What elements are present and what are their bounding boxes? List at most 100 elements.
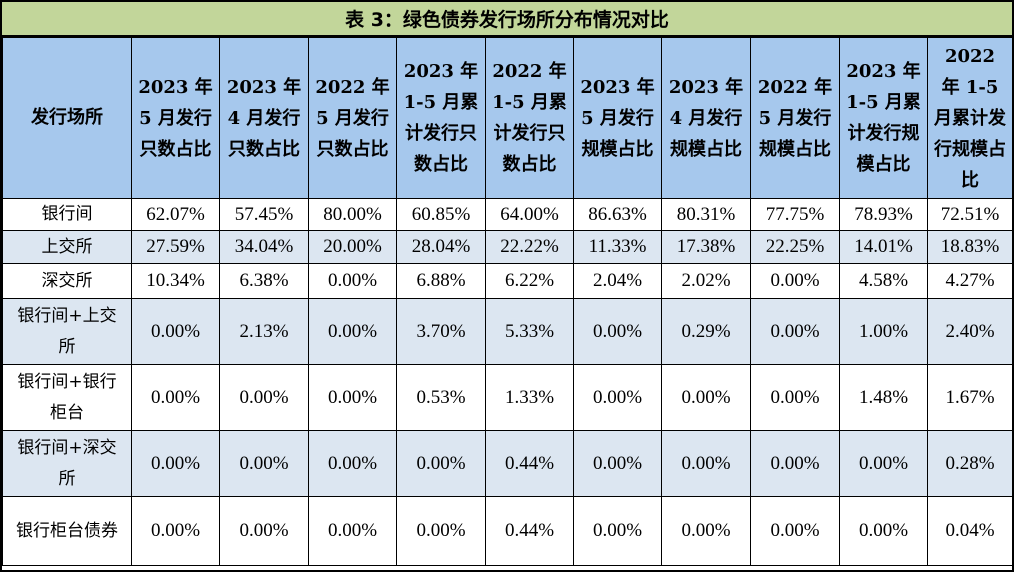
venue-cell: 银行间 [2, 198, 132, 231]
value-cell: 80.31% [661, 198, 751, 231]
value-cell: 80.00% [308, 198, 397, 231]
value-cell: 3.70% [396, 298, 486, 365]
venue-cell: 银行间+银行柜台 [2, 364, 132, 431]
value-cell: 0.44% [485, 496, 574, 566]
value-cell: 0.00% [839, 496, 928, 566]
venue-cell: 银行柜台债券 [2, 496, 132, 566]
value-cell: 0.00% [308, 263, 397, 299]
value-cell: 0.00% [131, 430, 220, 497]
value-cell: 2.40% [927, 298, 1013, 365]
table-row: 银行间+上交所 0.00% 2.13% 0.00% 3.70% 5.33% 0.00% 0.2… [2, 298, 1013, 365]
column-header-venue: 发行场所 [2, 37, 132, 199]
value-cell: 0.00% [131, 364, 220, 431]
value-cell: 0.00% [661, 430, 751, 497]
value-cell: 0.00% [750, 298, 840, 365]
value-cell: 62.07% [131, 198, 220, 231]
value-cell: 0.00% [308, 430, 397, 497]
value-cell: 0.00% [308, 496, 397, 566]
value-cell: 0.00% [573, 364, 662, 431]
value-cell: 28.04% [396, 230, 486, 264]
column-header-2023-apr-scale: 2023 年 4 月发行规模占比 [661, 37, 751, 199]
value-cell: 0.00% [750, 496, 840, 566]
value-cell: 77.75% [750, 198, 840, 231]
value-cell: 1.33% [485, 364, 574, 431]
table-row: 银行柜台债券 0.00% 0.00% 0.00% 0.00% 0.44% 0.00% 0.00… [2, 496, 1013, 566]
venue-cell: 上交所 [2, 230, 132, 264]
column-header-2023-ytd-count: 2023 年 1-5 月累计发行只数占比 [396, 37, 486, 199]
value-cell: 72.51% [927, 198, 1013, 231]
venue-distribution-table: 发行场所 2023 年 5 月发行只数占比 2023 年 4 月发行只数占比 2… [2, 37, 1013, 566]
venue-cell: 银行间+深交所 [2, 430, 132, 497]
value-cell: 0.28% [927, 430, 1013, 497]
value-cell: 34.04% [219, 230, 309, 264]
value-cell: 0.00% [573, 298, 662, 365]
column-header-2023-ytd-scale: 2023 年 1-5 月累计发行规模占比 [839, 37, 928, 199]
value-cell: 0.00% [308, 364, 397, 431]
value-cell: 0.00% [396, 430, 486, 497]
venue-cell: 银行间+上交所 [2, 298, 132, 365]
value-cell: 0.00% [219, 496, 309, 566]
column-header-2022-may-count: 2022 年 5 月发行只数占比 [308, 37, 397, 199]
column-header-2023-apr-count: 2023 年 4 月发行只数占比 [219, 37, 309, 199]
value-cell: 6.88% [396, 263, 486, 299]
value-cell: 0.00% [750, 364, 840, 431]
table-row: 银行间+银行柜台 0.00% 0.00% 0.00% 0.53% 1.33% 0.00% 0.… [2, 364, 1013, 431]
header-row: 发行场所 2023 年 5 月发行只数占比 2023 年 4 月发行只数占比 2… [2, 37, 1013, 199]
value-cell: 14.01% [839, 230, 928, 264]
column-header-2022-may-scale: 2022 年 5 月发行规模占比 [750, 37, 840, 199]
table-row: 深交所 10.34% 6.38% 0.00% 6.88% 6.22% 2.04% 2.02% 0… [2, 263, 1013, 299]
value-cell: 0.00% [573, 430, 662, 497]
value-cell: 1.00% [839, 298, 928, 365]
value-cell: 2.13% [219, 298, 309, 365]
value-cell: 0.00% [131, 496, 220, 566]
value-cell: 22.25% [750, 230, 840, 264]
table-row: 上交所 27.59% 34.04% 20.00% 28.04% 22.22% 11.33% 1… [2, 230, 1013, 264]
value-cell: 0.04% [927, 496, 1013, 566]
value-cell: 0.00% [308, 298, 397, 365]
value-cell: 5.33% [485, 298, 574, 365]
column-header-2023-may-count: 2023 年 5 月发行只数占比 [131, 37, 220, 199]
value-cell: 10.34% [131, 263, 220, 299]
value-cell: 64.00% [485, 198, 574, 231]
value-cell: 4.58% [839, 263, 928, 299]
value-cell: 2.02% [661, 263, 751, 299]
value-cell: 0.53% [396, 364, 486, 431]
value-cell: 11.33% [573, 230, 662, 264]
value-cell: 0.00% [131, 298, 220, 365]
value-cell: 0.00% [661, 364, 751, 431]
value-cell: 0.00% [750, 263, 840, 299]
value-cell: 0.00% [839, 430, 928, 497]
value-cell: 57.45% [219, 198, 309, 231]
value-cell: 4.27% [927, 263, 1013, 299]
value-cell: 17.38% [661, 230, 751, 264]
table-body: 银行间 62.07% 57.45% 80.00% 60.85% 64.00% 86.63% 8… [2, 198, 1013, 566]
value-cell: 27.59% [131, 230, 220, 264]
value-cell: 0.00% [661, 496, 751, 566]
venue-cell: 深交所 [2, 263, 132, 299]
table-row: 银行间+深交所 0.00% 0.00% 0.00% 0.00% 0.44% 0.00% 0.0… [2, 430, 1013, 497]
value-cell: 6.22% [485, 263, 574, 299]
value-cell: 78.93% [839, 198, 928, 231]
table-title: 表 3：绿色债券发行场所分布情况对比 [2, 2, 1012, 37]
value-cell: 0.00% [573, 496, 662, 566]
value-cell: 2.04% [573, 263, 662, 299]
column-header-2022-ytd-scale: 2022 年 1-5 月累计发行规模占比 [927, 37, 1013, 199]
value-cell: 1.48% [839, 364, 928, 431]
value-cell: 1.67% [927, 364, 1013, 431]
value-cell: 60.85% [396, 198, 486, 231]
value-cell: 6.38% [219, 263, 309, 299]
value-cell: 86.63% [573, 198, 662, 231]
value-cell: 0.00% [219, 364, 309, 431]
value-cell: 18.83% [927, 230, 1013, 264]
value-cell: 0.00% [396, 496, 486, 566]
value-cell: 20.00% [308, 230, 397, 264]
table-row: 银行间 62.07% 57.45% 80.00% 60.85% 64.00% 86.63% 8… [2, 198, 1013, 231]
value-cell: 0.44% [485, 430, 574, 497]
value-cell: 22.22% [485, 230, 574, 264]
value-cell: 0.00% [219, 430, 309, 497]
column-header-2023-may-scale: 2023 年 5 月发行规模占比 [573, 37, 662, 199]
value-cell: 0.29% [661, 298, 751, 365]
column-header-2022-ytd-count: 2022 年 1-5 月累计发行只数占比 [485, 37, 574, 199]
value-cell: 0.00% [750, 430, 840, 497]
